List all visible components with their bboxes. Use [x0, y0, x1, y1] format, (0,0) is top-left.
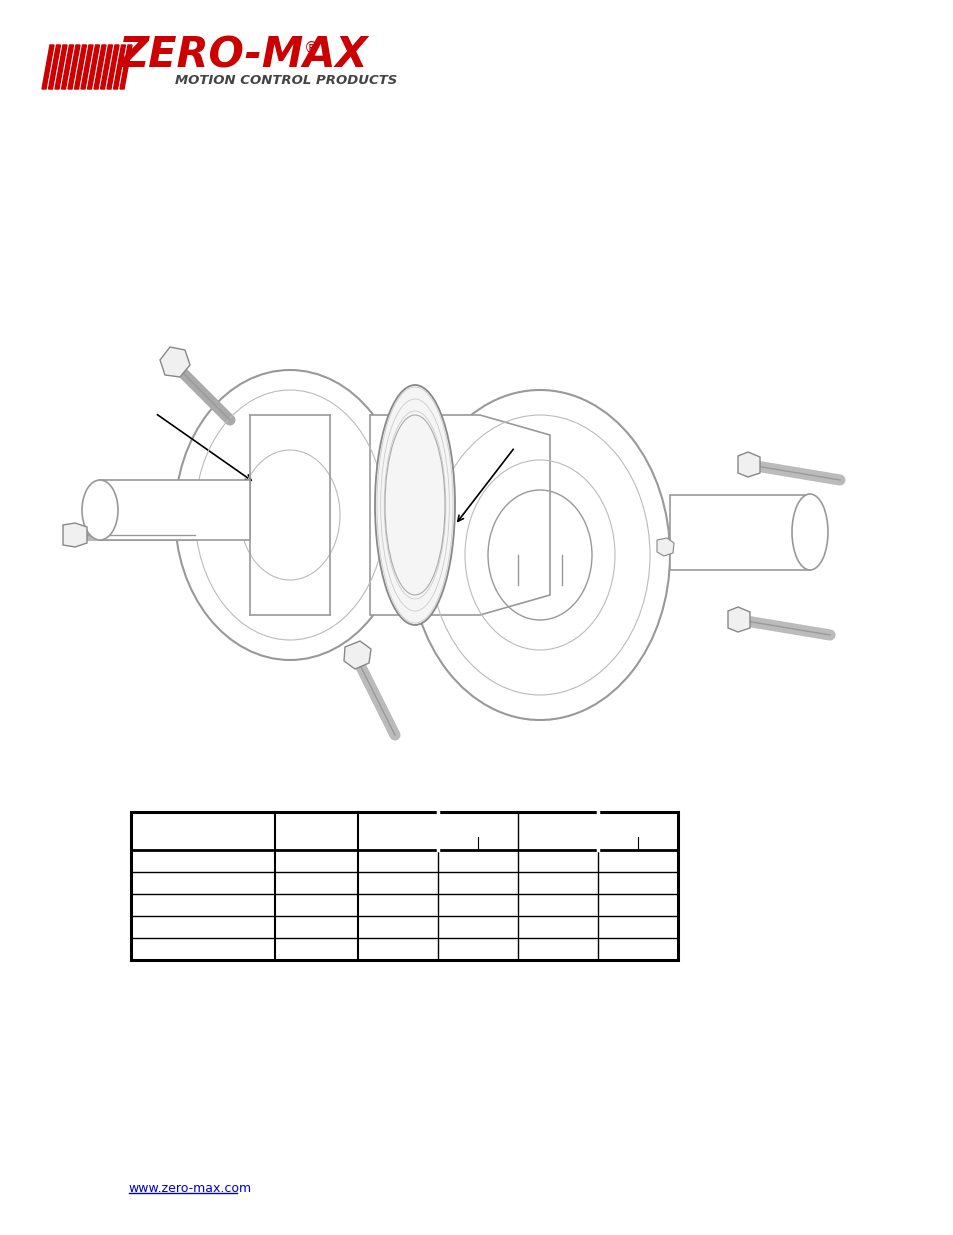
Polygon shape	[55, 44, 67, 89]
Polygon shape	[94, 44, 106, 89]
Polygon shape	[88, 44, 99, 89]
Polygon shape	[49, 44, 60, 89]
Polygon shape	[74, 44, 87, 89]
Ellipse shape	[82, 480, 118, 540]
Polygon shape	[100, 480, 250, 540]
Text: www.zero-max.com: www.zero-max.com	[129, 1182, 252, 1194]
Polygon shape	[370, 415, 550, 615]
Polygon shape	[657, 538, 673, 556]
Text: MOTION CONTROL PRODUCTS: MOTION CONTROL PRODUCTS	[174, 74, 396, 86]
Polygon shape	[113, 44, 126, 89]
Text: ZERO-MAX: ZERO-MAX	[118, 35, 367, 77]
Ellipse shape	[410, 390, 669, 720]
Bar	[131, 811, 678, 960]
Polygon shape	[61, 44, 73, 89]
Polygon shape	[738, 452, 760, 477]
Polygon shape	[81, 44, 92, 89]
Polygon shape	[42, 44, 54, 89]
Polygon shape	[63, 522, 87, 547]
Polygon shape	[100, 44, 112, 89]
Polygon shape	[120, 44, 132, 89]
Ellipse shape	[375, 385, 455, 625]
Polygon shape	[160, 347, 190, 377]
Polygon shape	[107, 44, 119, 89]
Ellipse shape	[791, 494, 827, 571]
Polygon shape	[727, 606, 749, 632]
Polygon shape	[669, 495, 809, 571]
Polygon shape	[68, 44, 80, 89]
Polygon shape	[344, 641, 371, 669]
Ellipse shape	[174, 370, 405, 659]
Text: ®: ®	[304, 41, 319, 56]
